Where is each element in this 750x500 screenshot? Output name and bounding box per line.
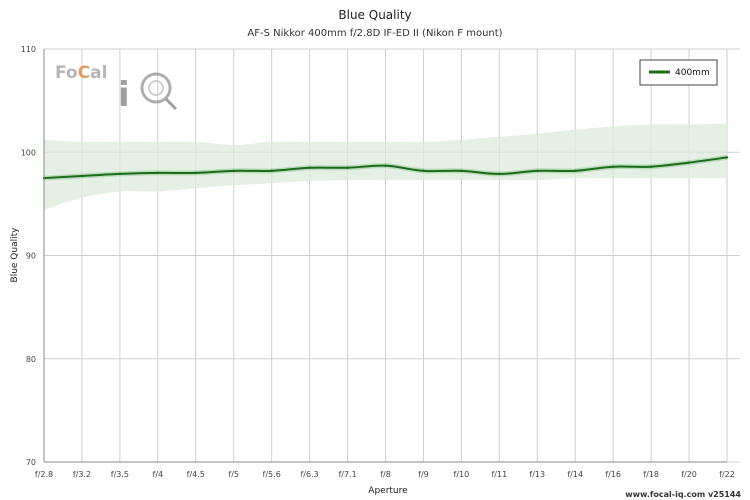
data-point[interactable]: [270, 169, 273, 173]
data-point[interactable]: [118, 172, 122, 176]
data-point[interactable]: [574, 169, 577, 173]
x-tick-label: f/9: [418, 470, 429, 479]
x-tick-label: f/18: [643, 470, 659, 479]
focal-iq-logo: FoCal i: [55, 63, 178, 115]
x-tick-label: f/22: [719, 470, 735, 479]
y-tick-label: 100: [21, 148, 36, 157]
data-point[interactable]: [156, 171, 160, 175]
logo-lens-icon: [140, 72, 172, 104]
data-point[interactable]: [460, 169, 463, 173]
x-tick-label: f/8: [380, 470, 391, 479]
y-tick-label: 110: [21, 45, 36, 54]
x-tick-label: f/2.8: [35, 470, 53, 479]
data-point[interactable]: [346, 166, 349, 169]
data-point[interactable]: [611, 165, 615, 168]
y-tick-label: 90: [26, 252, 36, 261]
chart-subtitle: AF-S Nikkor 400mm f/2.8D IF-ED II (Nikon…: [247, 28, 502, 39]
y-axis-label: Blue Quality: [10, 227, 20, 283]
x-tick-label: f/3.5: [111, 470, 129, 479]
x-tick-label: f/20: [681, 470, 697, 479]
chart-title: Blue Quality: [338, 8, 411, 22]
x-tick-label: f/6.3: [300, 470, 318, 479]
x-tick-label: f/3.2: [73, 470, 91, 479]
x-tick-label: f/13: [529, 470, 545, 479]
data-point[interactable]: [80, 174, 84, 178]
data-point[interactable]: [536, 169, 539, 173]
axis-ticks: f/2.8 f/3.2 f/3.5 f/4 f/4.5 f/5 f/5.6 f/6.3 f/7.…: [21, 45, 735, 479]
grid-lines: [43, 48, 740, 463]
data-point[interactable]: [498, 172, 501, 176]
data-point[interactable]: [725, 156, 729, 159]
logo-wordmark: FoCal: [55, 63, 107, 83]
logo-iq-letter: i: [118, 75, 130, 115]
x-tick-label: f/14: [567, 470, 583, 479]
y-tick-label: 80: [26, 355, 36, 364]
data-point[interactable]: [687, 161, 691, 164]
x-tick-label: f/10: [454, 470, 470, 479]
x-tick-label: f/5.6: [263, 470, 281, 479]
data-point[interactable]: [422, 169, 425, 173]
x-tick-label: f/16: [605, 470, 621, 479]
legend-label-400mm: 400mm: [675, 68, 710, 78]
data-point[interactable]: [308, 166, 311, 169]
x-tick-label: f/11: [491, 470, 507, 479]
data-point[interactable]: [232, 169, 235, 173]
series-400mm-line-group: [42, 154, 729, 181]
data-point[interactable]: [194, 171, 197, 175]
data-point[interactable]: [384, 164, 387, 167]
x-axis-label: Aperture: [368, 486, 408, 496]
x-tick-label: f/4: [153, 470, 164, 479]
legend[interactable]: 400mm: [639, 59, 718, 86]
data-point[interactable]: [649, 165, 653, 168]
x-tick-label: f/4.5: [187, 470, 205, 479]
x-tick-label: f/5: [228, 470, 239, 479]
y-tick-label: 70: [26, 458, 36, 467]
footer-credit[interactable]: www.focal-iq.com v25144: [625, 490, 741, 499]
x-tick-label: f/7.1: [338, 470, 356, 479]
